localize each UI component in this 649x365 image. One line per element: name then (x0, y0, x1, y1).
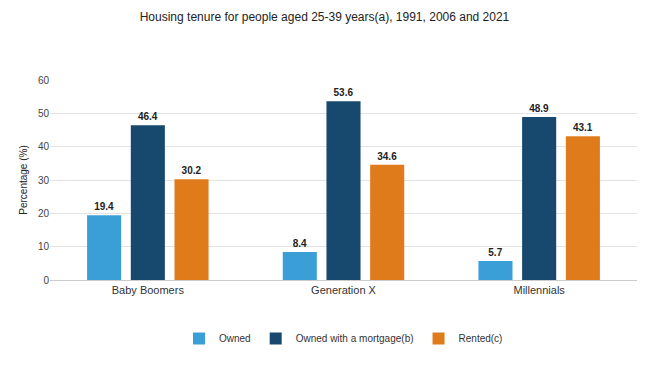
svg-text:Baby Boomers: Baby Boomers (112, 284, 185, 296)
svg-text:Owned: Owned (219, 333, 251, 344)
svg-text:60: 60 (38, 75, 50, 86)
svg-text:5.7: 5.7 (488, 247, 502, 258)
svg-text:40: 40 (38, 141, 50, 152)
svg-text:50: 50 (38, 108, 50, 119)
svg-text:19.4: 19.4 (94, 201, 114, 212)
svg-text:46.4: 46.4 (138, 111, 158, 122)
svg-text:0: 0 (43, 275, 49, 286)
svg-text:48.9: 48.9 (529, 103, 549, 114)
svg-text:30.2: 30.2 (182, 165, 202, 176)
svg-text:Housing tenure for people aged: Housing tenure for people aged 25-39 yea… (140, 10, 510, 24)
svg-text:20: 20 (38, 208, 50, 219)
svg-text:43.1: 43.1 (573, 122, 593, 133)
svg-text:Owned with a mortgage(b): Owned with a mortgage(b) (296, 333, 414, 344)
svg-text:Percentage (%): Percentage (%) (18, 145, 29, 214)
svg-text:10: 10 (38, 241, 50, 252)
svg-text:Generation X: Generation X (311, 284, 376, 296)
svg-text:30: 30 (38, 175, 50, 186)
svg-text:Rented(c): Rented(c) (459, 333, 503, 344)
svg-text:53.6: 53.6 (334, 87, 354, 98)
svg-text:Millennials: Millennials (513, 284, 565, 296)
svg-text:8.4: 8.4 (293, 238, 307, 249)
svg-text:34.6: 34.6 (377, 151, 397, 162)
